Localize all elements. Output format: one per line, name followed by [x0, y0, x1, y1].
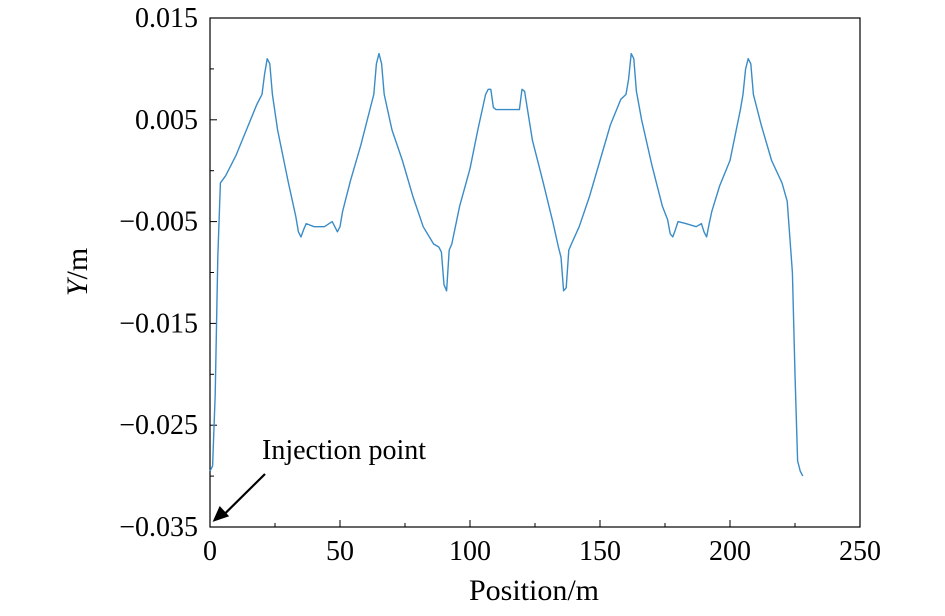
- y-axis-label-variable: Y: [61, 276, 94, 296]
- injection-point-annotation: Injection point: [262, 435, 426, 466]
- y-tick-label: 0.005: [135, 105, 198, 136]
- x-tick-label: 0: [203, 536, 217, 567]
- injection-arrow-head: [212, 505, 230, 522]
- y-axis-label-unit: /m: [61, 248, 94, 280]
- x-tick-label: 150: [579, 536, 621, 567]
- y-tick-label: −0.035: [119, 512, 198, 543]
- y-tick-label: 0.015: [135, 3, 198, 34]
- x-tick-label: 200: [709, 536, 751, 567]
- y-tick-label: −0.015: [119, 308, 198, 339]
- series-line: [209, 52, 804, 477]
- x-tick-label: 100: [449, 536, 491, 567]
- injection-arrow-shaft: [221, 473, 266, 517]
- x-tick-label: 50: [326, 536, 354, 567]
- y-axis-label: Y/m: [61, 248, 94, 296]
- y-tick-label: −0.005: [119, 207, 198, 238]
- x-tick-label: 250: [839, 536, 881, 567]
- x-axis-label: Position/m: [469, 574, 599, 607]
- y-tick-label: −0.025: [119, 410, 198, 441]
